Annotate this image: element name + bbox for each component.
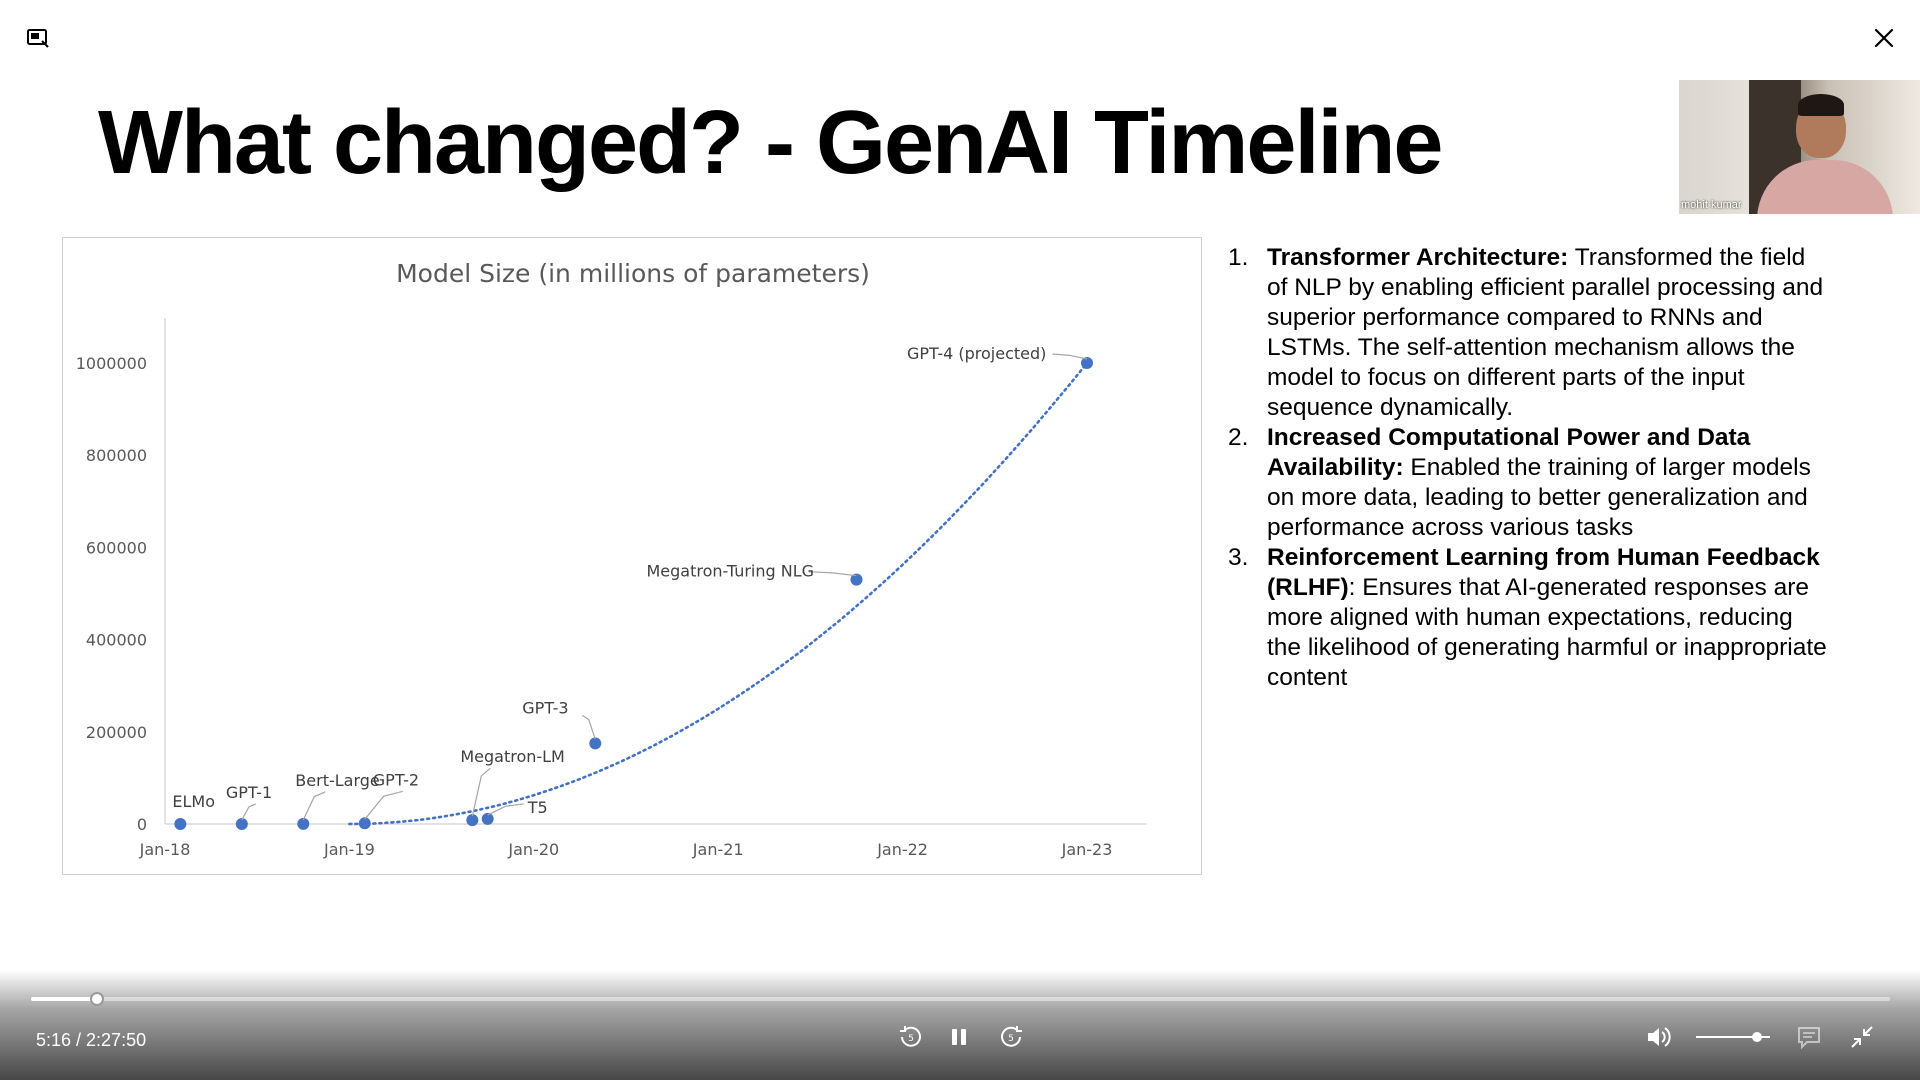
progress-fill bbox=[31, 997, 98, 1001]
y-tick-label: 200000 bbox=[86, 723, 147, 742]
trendline bbox=[348, 361, 1089, 826]
presenter-webcam: mohit kumar bbox=[1679, 80, 1920, 214]
list-item-heading: Increased Computational Power and Data A… bbox=[1267, 424, 1751, 481]
data-label: Megatron-LM bbox=[460, 747, 565, 766]
list-item: 1. Transformer Architecture: Transformed… bbox=[1228, 243, 1828, 423]
y-tick-label: 600000 bbox=[86, 538, 147, 557]
volume-slider[interactable] bbox=[1696, 1032, 1770, 1042]
chart-title: Model Size (in millions of parameters) bbox=[396, 259, 870, 288]
data-point bbox=[850, 573, 863, 586]
list-number: 3. bbox=[1228, 544, 1249, 571]
model-size-chart: Model Size (in millions of parameters) 0… bbox=[76, 259, 1147, 859]
leader-line bbox=[487, 803, 524, 816]
list-number: 1. bbox=[1228, 244, 1249, 271]
data-point bbox=[358, 817, 371, 830]
list-number: 2. bbox=[1228, 424, 1249, 451]
leader-line bbox=[1052, 353, 1088, 360]
x-tick-label: Jan-21 bbox=[692, 840, 744, 859]
data-label: T5 bbox=[527, 798, 548, 817]
data-label: Bert-Large bbox=[295, 771, 379, 790]
y-tick-label: 400000 bbox=[86, 631, 147, 650]
leader-line bbox=[581, 714, 596, 740]
y-tick-label: 1000000 bbox=[76, 354, 147, 373]
pause-icon bbox=[952, 1029, 966, 1045]
svg-text:5: 5 bbox=[908, 1034, 914, 1044]
picture-in-picture-button[interactable] bbox=[26, 26, 50, 50]
x-tick-label: Jan-23 bbox=[1061, 840, 1113, 859]
rewind-5-icon: 5 bbox=[900, 1026, 921, 1047]
leader-line bbox=[808, 571, 857, 577]
volume-handle[interactable] bbox=[1751, 1032, 1762, 1042]
data-point bbox=[481, 812, 494, 825]
time-display: 5:16 / 2:27:50 bbox=[36, 1030, 147, 1050]
data-label: ELMo bbox=[172, 792, 215, 811]
list-item: 2. Increased Computational Power and Dat… bbox=[1228, 423, 1828, 543]
list-item-text: Enabled the training of larger models on… bbox=[1267, 454, 1811, 541]
list-item: 3. Reinforcement Learning from Human Fee… bbox=[1228, 543, 1828, 693]
progress-handle[interactable] bbox=[90, 992, 105, 1006]
data-point bbox=[235, 817, 248, 830]
player-controls: 5:16 / 2:27:50 5 5 bbox=[0, 970, 1920, 1080]
volume-button[interactable] bbox=[1645, 1023, 1673, 1051]
close-button[interactable] bbox=[1872, 26, 1896, 50]
list-item-text: : Ensures that AI-generated responses ar… bbox=[1267, 574, 1827, 691]
data-point bbox=[174, 817, 187, 830]
exit-fullscreen-button[interactable] bbox=[1848, 1023, 1876, 1051]
leader-line bbox=[364, 790, 403, 820]
slide-title: What changed? - GenAI Timeline bbox=[98, 93, 1443, 193]
captions-button[interactable] bbox=[1795, 1023, 1823, 1051]
y-tick-label: 800000 bbox=[86, 446, 147, 465]
presenter-name: mohit kumar bbox=[1681, 199, 1742, 211]
chart-frame: Model Size (in millions of parameters) 0… bbox=[62, 237, 1202, 875]
data-label: GPT-1 bbox=[226, 783, 272, 802]
forward-button[interactable]: 5 bbox=[997, 1023, 1025, 1051]
leader-line bbox=[302, 791, 326, 821]
volume-icon bbox=[1648, 1027, 1671, 1047]
presenter-hair bbox=[1798, 94, 1844, 116]
picture-in-picture-icon bbox=[27, 29, 49, 48]
rewind-button[interactable]: 5 bbox=[897, 1023, 925, 1051]
data-point bbox=[1081, 357, 1093, 369]
data-point bbox=[589, 737, 602, 750]
y-tick-label: 0 bbox=[137, 815, 147, 834]
data-point bbox=[297, 817, 310, 830]
leader-line bbox=[471, 767, 491, 817]
pause-button[interactable] bbox=[945, 1023, 973, 1051]
progress-bar[interactable] bbox=[31, 992, 1890, 1006]
list-item-text: Transformed the field of NLP by enabling… bbox=[1267, 244, 1824, 421]
data-label: GPT-3 bbox=[522, 698, 568, 717]
data-label: GPT-4 (projected) bbox=[907, 344, 1046, 363]
data-label: GPT-2 bbox=[373, 770, 419, 789]
captions-icon bbox=[1798, 1027, 1820, 1050]
x-tick-label: Jan-20 bbox=[507, 840, 559, 859]
data-label: Megatron-Turing NLG bbox=[647, 562, 815, 581]
list-item-heading: Reinforcement Learning from Human Feedba… bbox=[1267, 544, 1820, 601]
x-tick-label: Jan-22 bbox=[876, 840, 928, 859]
forward-5-icon: 5 bbox=[1001, 1026, 1022, 1047]
x-tick-label: Jan-18 bbox=[139, 840, 191, 859]
data-point bbox=[466, 814, 479, 827]
notes-list: 1. Transformer Architecture: Transformed… bbox=[1228, 243, 1828, 693]
exit-fullscreen-icon bbox=[1851, 1026, 1873, 1048]
leader-line bbox=[241, 803, 257, 821]
close-icon bbox=[1874, 28, 1894, 48]
list-item-heading: Transformer Architecture: bbox=[1267, 244, 1569, 271]
x-tick-label: Jan-19 bbox=[323, 840, 375, 859]
svg-text:5: 5 bbox=[1008, 1034, 1014, 1044]
